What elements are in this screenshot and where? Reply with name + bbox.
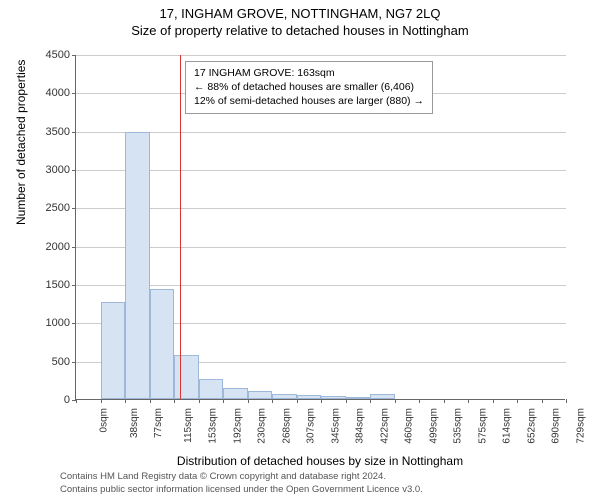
histogram-bar: [370, 394, 395, 399]
annotation-line2: ← 88% of detached houses are smaller (6,…: [194, 80, 424, 94]
xtick-label: 575sqm: [477, 408, 488, 444]
xtick-mark: [248, 399, 249, 403]
xtick-mark: [150, 399, 151, 403]
xtick-label: 0sqm: [98, 408, 109, 432]
ytick-label: 4000: [20, 87, 70, 99]
xtick-mark: [493, 399, 494, 403]
xtick-mark: [272, 399, 273, 403]
ytick-label: 3500: [20, 126, 70, 138]
histogram-bar: [150, 289, 175, 399]
xtick-label: 652sqm: [526, 408, 537, 444]
ytick-label: 2500: [20, 202, 70, 214]
footer-attribution: Contains HM Land Registry data © Crown c…: [60, 471, 423, 496]
xtick-label: 384sqm: [355, 408, 366, 444]
ytick-mark: [72, 323, 76, 324]
ytick-label: 3000: [20, 164, 70, 176]
histogram-bar: [101, 302, 126, 399]
xtick-mark: [395, 399, 396, 403]
y-axis-label: Number of detached properties: [14, 60, 28, 225]
xtick-label: 77sqm: [153, 408, 164, 438]
histogram-bar: [199, 379, 224, 399]
histogram-bar: [125, 132, 150, 399]
histogram-bar: [223, 388, 248, 400]
xtick-label: 115sqm: [182, 408, 193, 443]
xtick-mark: [297, 399, 298, 403]
reference-line: [180, 55, 181, 399]
xtick-label: 268sqm: [281, 408, 292, 444]
ytick-mark: [72, 247, 76, 248]
xtick-mark: [566, 399, 567, 403]
xtick-label: 153sqm: [208, 408, 219, 444]
xtick-label: 690sqm: [551, 408, 562, 444]
xtick-mark: [346, 399, 347, 403]
histogram-bar: [272, 394, 297, 399]
xtick-mark: [517, 399, 518, 403]
xtick-mark: [125, 399, 126, 403]
ytick-label: 2000: [20, 241, 70, 253]
xtick-label: 614sqm: [502, 408, 513, 444]
ytick-mark: [72, 93, 76, 94]
histogram-bar: [174, 355, 199, 399]
grid-line: [76, 247, 566, 248]
xtick-mark: [419, 399, 420, 403]
xtick-mark: [321, 399, 322, 403]
xtick-label: 729sqm: [575, 408, 586, 444]
xtick-mark: [370, 399, 371, 403]
xtick-mark: [223, 399, 224, 403]
xtick-label: 307sqm: [306, 408, 317, 444]
x-axis-label: Distribution of detached houses by size …: [75, 454, 565, 468]
annotation-line1: 17 INGHAM GROVE: 163sqm: [194, 66, 424, 80]
footer-line1: Contains HM Land Registry data © Crown c…: [60, 471, 423, 483]
ytick-mark: [72, 170, 76, 171]
xtick-label: 38sqm: [129, 408, 140, 438]
ytick-mark: [72, 208, 76, 209]
ytick-label: 0: [20, 394, 70, 406]
histogram-bar: [321, 396, 346, 399]
ytick-mark: [72, 362, 76, 363]
xtick-label: 460sqm: [404, 408, 415, 444]
grid-line: [76, 285, 566, 286]
ytick-mark: [72, 55, 76, 56]
chart-subtitle: Size of property relative to detached ho…: [0, 21, 600, 38]
xtick-label: 499sqm: [428, 408, 439, 444]
xtick-label: 535sqm: [453, 408, 464, 444]
grid-line: [76, 132, 566, 133]
histogram-bar: [297, 395, 322, 399]
xtick-label: 345sqm: [330, 408, 341, 444]
histogram-bar: [346, 397, 371, 399]
xtick-mark: [542, 399, 543, 403]
xtick-label: 192sqm: [232, 408, 243, 444]
xtick-mark: [76, 399, 77, 403]
annotation-box: 17 INGHAM GROVE: 163sqm ← 88% of detache…: [185, 61, 433, 114]
ytick-label: 500: [20, 356, 70, 368]
ytick-mark: [72, 285, 76, 286]
histogram-bar: [248, 391, 273, 399]
grid-line: [76, 55, 566, 56]
ytick-label: 1500: [20, 279, 70, 291]
ytick-label: 4500: [20, 49, 70, 61]
xtick-mark: [444, 399, 445, 403]
footer-line2: Contains public sector information licen…: [60, 484, 423, 496]
chart-area: 0500100015002000250030003500400045000sqm…: [75, 55, 565, 400]
chart-title: 17, INGHAM GROVE, NOTTINGHAM, NG7 2LQ: [0, 0, 600, 21]
chart-container: 17, INGHAM GROVE, NOTTINGHAM, NG7 2LQ Si…: [0, 0, 600, 500]
grid-line: [76, 170, 566, 171]
xtick-mark: [199, 399, 200, 403]
ytick-mark: [72, 132, 76, 133]
ytick-label: 1000: [20, 317, 70, 329]
xtick-mark: [101, 399, 102, 403]
annotation-line3: 12% of semi-detached houses are larger (…: [194, 94, 424, 108]
xtick-mark: [468, 399, 469, 403]
xtick-label: 422sqm: [379, 408, 390, 444]
xtick-label: 230sqm: [257, 408, 268, 444]
xtick-mark: [174, 399, 175, 403]
grid-line: [76, 208, 566, 209]
